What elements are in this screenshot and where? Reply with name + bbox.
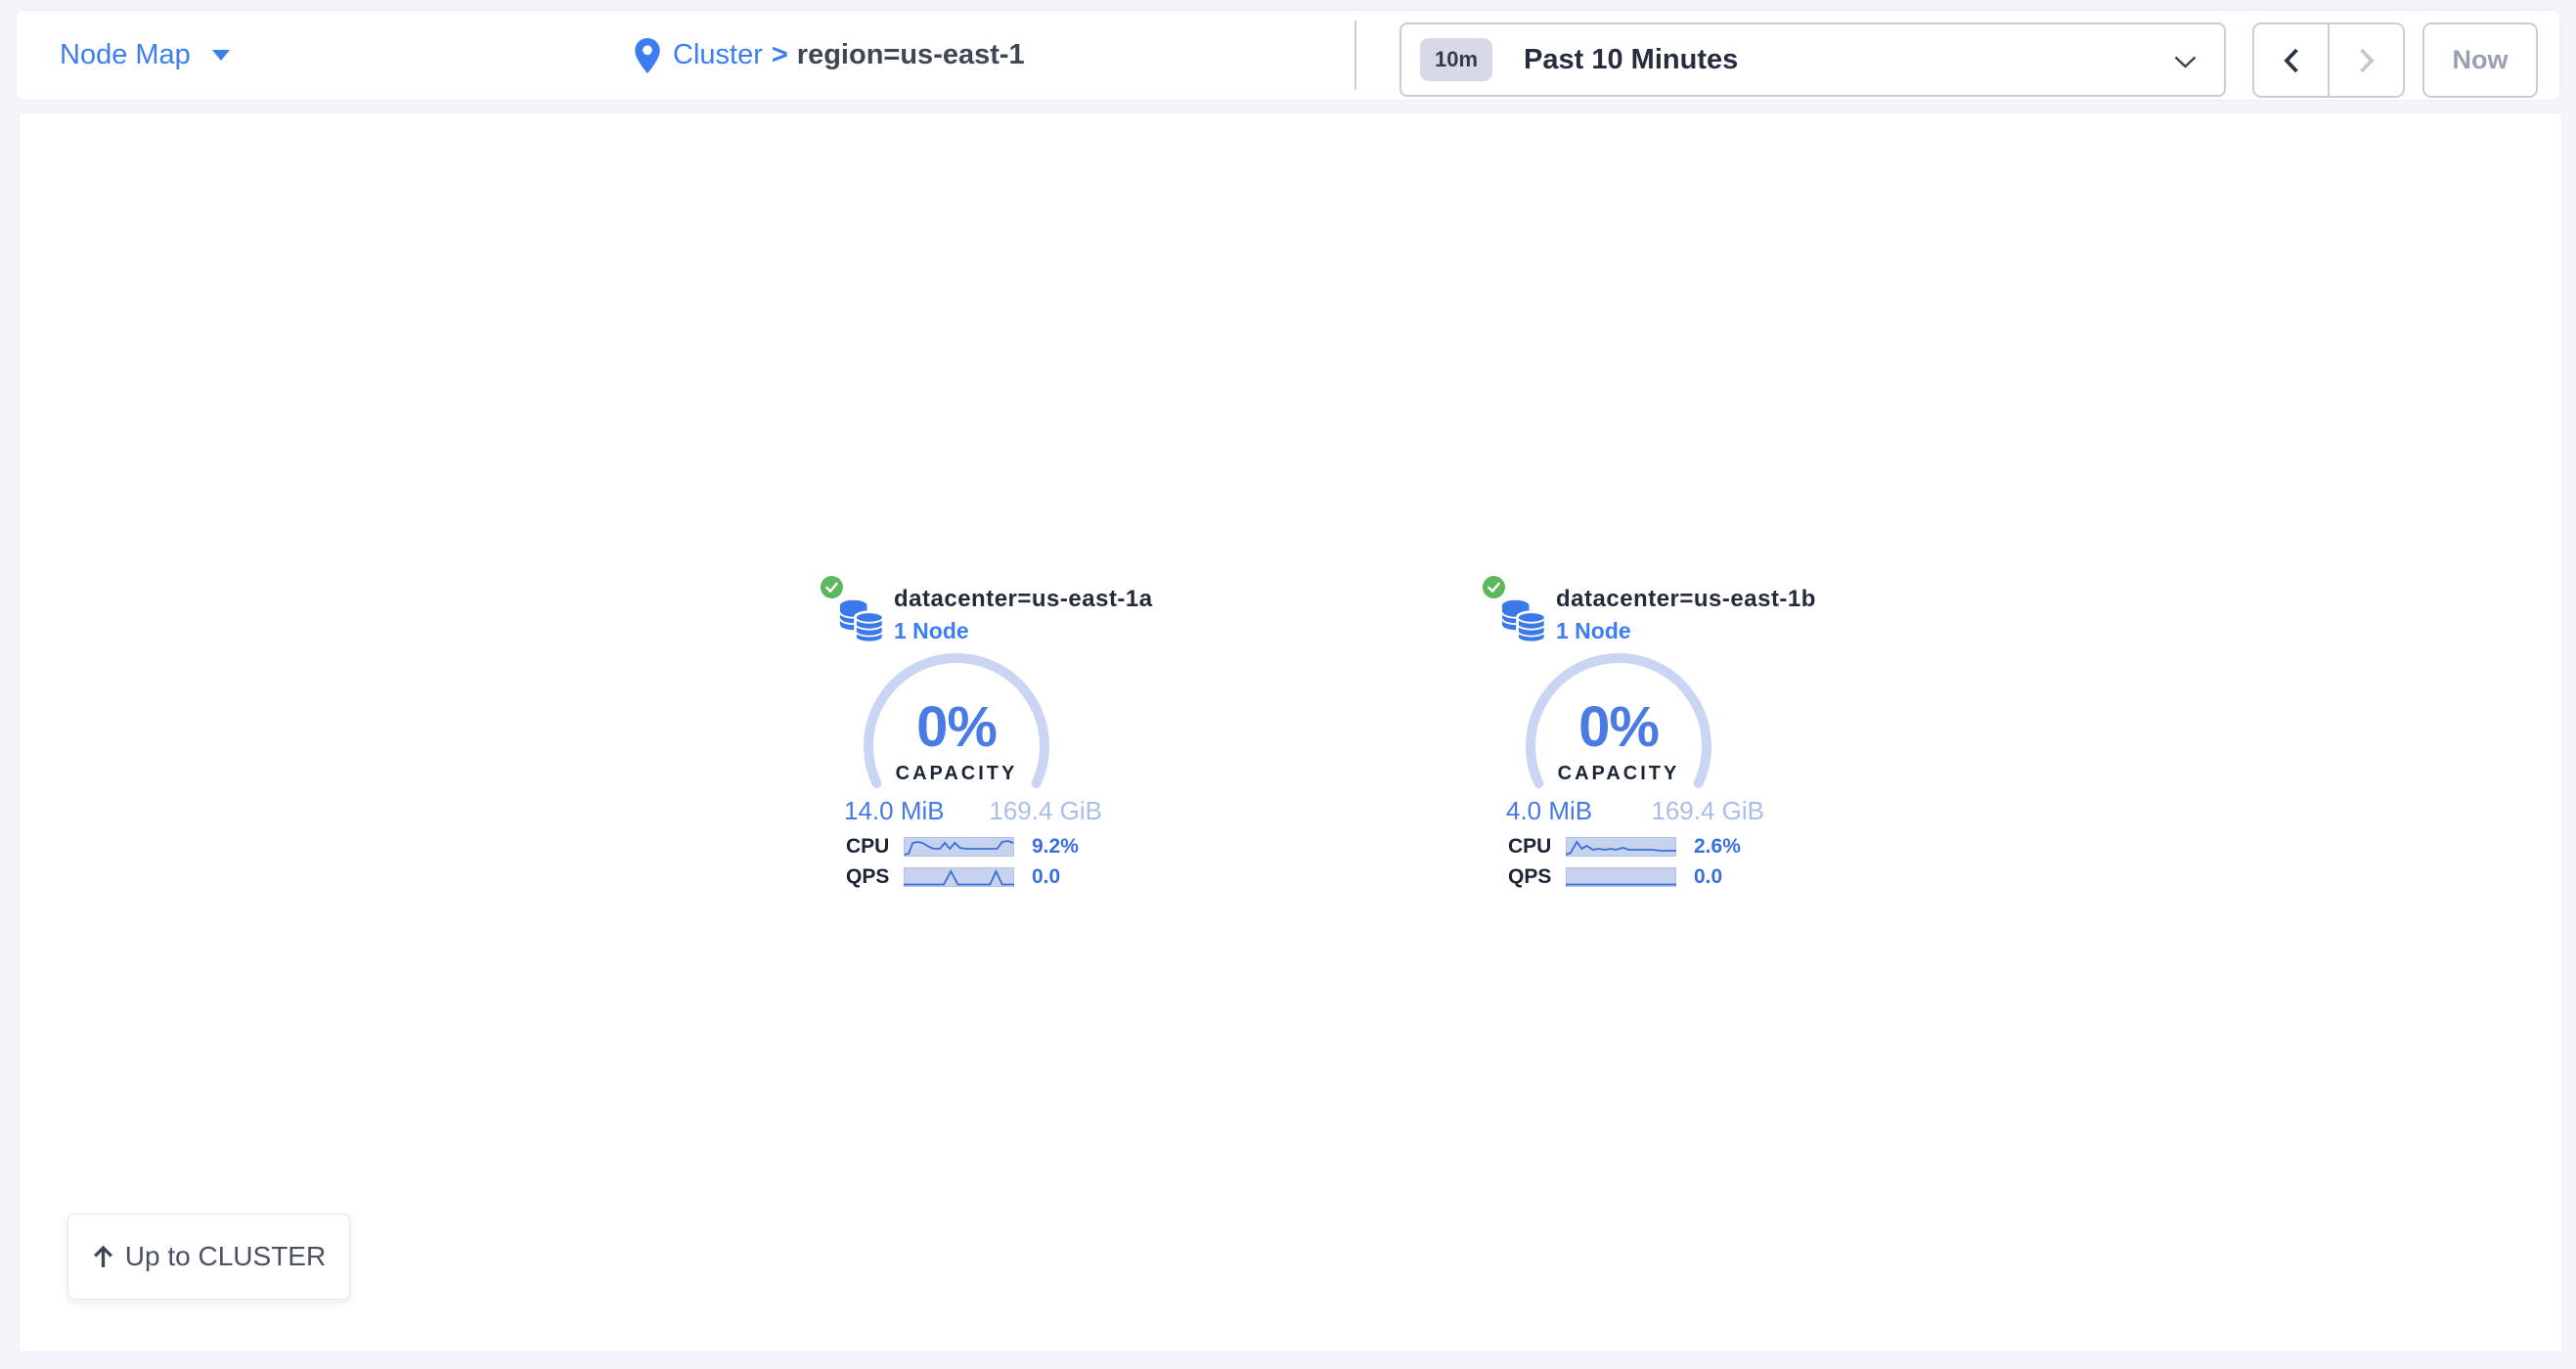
breadcrumb-separator: > [771,39,788,70]
location-pin-icon [635,37,660,73]
chevron-left-icon [2283,48,2298,72]
header-divider [1355,21,1356,90]
up-to-cluster-button[interactable]: Up to CLUSTER [67,1214,350,1300]
caret-down-icon [211,50,230,61]
time-window-label: Past 10 Minutes [1524,43,1739,75]
datacenter-title: datacenter=us-east-1a [894,586,1153,612]
qps-value: 0.0 [1694,865,1723,888]
chevron-right-icon [2359,48,2375,72]
cpu-label: CPU [1508,835,1552,858]
cpu-sparkline [1566,837,1676,857]
cpu-label: CPU [846,835,890,858]
datacenter-title: datacenter=us-east-1b [1556,586,1816,612]
qps-label: QPS [846,865,890,888]
check-circle-icon [1483,576,1505,598]
now-button[interactable]: Now [2422,22,2538,98]
capacity-percent: 0% [1578,695,1660,759]
capacity-used: 4.0 MiB [1506,796,1593,825]
qps-value: 0.0 [1032,865,1061,888]
view-selector-dropdown[interactable]: Node Map [60,11,230,100]
time-window-dropdown[interactable]: 10m Past 10 Minutes [1399,22,2226,97]
capacity-caption: CAPACITY [1557,763,1680,784]
arrow-up-icon [93,1245,112,1267]
qps-sparkline [904,867,1014,887]
chevron-down-icon [2174,56,2197,68]
capacity-total: 169.4 GiB [1651,796,1764,825]
datacenter-group-us-east-1b[interactable]: datacenter=us-east-1b 1 Node 0% CAPACITY… [1483,573,1815,905]
top-toolbar: Node Map Cluster > region=us-east-1 10m … [16,10,2560,101]
database-stack-icon [1501,599,1546,643]
capacity-percent: 0% [916,695,998,759]
check-circle-icon [821,576,843,598]
qps-sparkline [1566,867,1676,887]
cpu-value: 2.6% [1694,835,1741,858]
datacenter-node-count[interactable]: 1 Node [894,618,969,643]
datacenter-group-us-east-1a[interactable]: datacenter=us-east-1a 1 Node 0% CAPACITY… [821,573,1152,905]
view-selector-label: Node Map [60,39,191,70]
datacenter-node-count[interactable]: 1 Node [1556,618,1631,643]
time-forward-button[interactable] [2328,24,2403,96]
capacity-caption: CAPACITY [895,763,1018,784]
breadcrumb: Cluster > region=us-east-1 [635,11,1025,100]
time-nav-group [2252,22,2405,98]
qps-label: QPS [1508,865,1552,888]
time-window-badge: 10m [1420,38,1493,81]
breadcrumb-cluster-link[interactable]: Cluster [673,39,763,70]
capacity-used: 14.0 MiB [844,796,945,825]
capacity-total: 169.4 GiB [989,796,1102,825]
node-map-canvas: datacenter=us-east-1a 1 Node 0% CAPACITY… [19,112,2562,1352]
cpu-value: 9.2% [1032,835,1079,858]
up-to-cluster-label: Up to CLUSTER [124,1241,327,1271]
time-back-button[interactable] [2254,24,2328,96]
database-stack-icon [839,599,884,643]
capacity-gauge-arc [1526,653,1711,788]
capacity-gauge-arc [864,653,1049,788]
breadcrumb-current: region=us-east-1 [796,39,1025,70]
cpu-sparkline [904,837,1014,857]
